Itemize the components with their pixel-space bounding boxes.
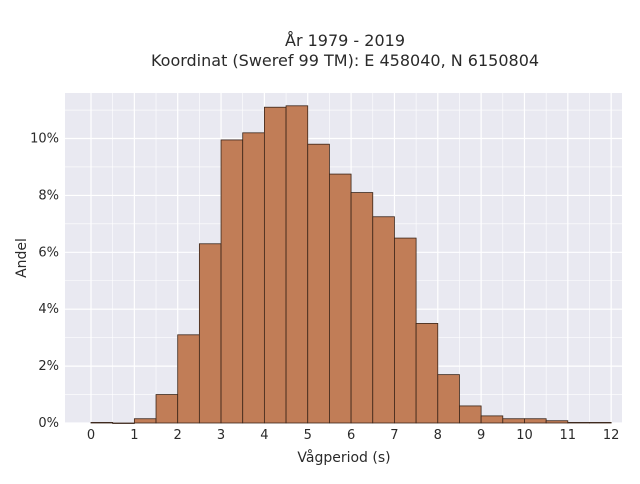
- histogram-bar: [329, 173, 352, 424]
- histogram-bar: [524, 418, 547, 424]
- y-tick-label: 10%: [30, 132, 59, 147]
- x-tick-label: 5: [304, 428, 312, 443]
- x-axis-label: Vågperiod (s): [297, 449, 390, 466]
- x-tick-label: 11: [560, 428, 577, 443]
- histogram-bar: [285, 105, 309, 424]
- x-tick-label: 1: [130, 428, 138, 443]
- x-tick-label: 4: [260, 428, 268, 443]
- x-tick-label: 8: [434, 428, 442, 443]
- x-tick-label: 9: [477, 428, 485, 443]
- histogram-bar: [90, 422, 114, 424]
- y-tick-labels: 0% 2% 4% 6% 8% 10%: [30, 132, 59, 431]
- x-tick-label: 10: [516, 428, 533, 443]
- histogram-bar: [263, 106, 287, 424]
- histogram-bar: [567, 422, 590, 424]
- histogram-bar: [220, 139, 244, 424]
- x-tick-label: 6: [347, 428, 355, 443]
- histogram-bar: [437, 374, 460, 424]
- chart-title-line1: År 1979 - 2019: [285, 31, 405, 50]
- y-tick-label: 0%: [38, 416, 59, 431]
- histogram-bar: [372, 216, 395, 424]
- y-axis-label: Andel: [14, 238, 30, 278]
- histogram-bar: [350, 192, 374, 424]
- histogram-bar: [459, 405, 482, 424]
- histogram-bar: [242, 132, 265, 424]
- y-tick-label: 4%: [38, 302, 59, 317]
- x-tick-label: 12: [603, 428, 620, 443]
- y-tick-label: 2%: [38, 359, 59, 374]
- histogram-bar: [133, 418, 157, 424]
- histogram-bar: [112, 422, 135, 424]
- x-tick-label: 7: [390, 428, 398, 443]
- x-tick-label: 3: [217, 428, 225, 443]
- histogram-bar: [155, 394, 179, 424]
- x-tick-labels: 0 1 2 3 4 5 6 7 8 9 10 11 12: [87, 428, 620, 443]
- histogram-bar: [589, 422, 612, 424]
- histogram-bar: [198, 243, 222, 424]
- histogram-bar: [480, 415, 504, 424]
- y-tick-label: 8%: [38, 188, 59, 203]
- histogram-bar: [502, 418, 525, 424]
- histogram-bar: [307, 143, 330, 424]
- bars: [90, 105, 612, 424]
- y-tick-label: 6%: [38, 245, 59, 260]
- histogram-bar: [177, 334, 200, 424]
- histogram-bar: [415, 323, 439, 424]
- histogram-bar: [545, 420, 569, 424]
- x-tick-label: 2: [174, 428, 182, 443]
- histogram-bar: [394, 237, 417, 424]
- chart-title-line2: Koordinat (Sweref 99 TM): E 458040, N 61…: [151, 51, 539, 70]
- x-tick-label: 0: [87, 428, 95, 443]
